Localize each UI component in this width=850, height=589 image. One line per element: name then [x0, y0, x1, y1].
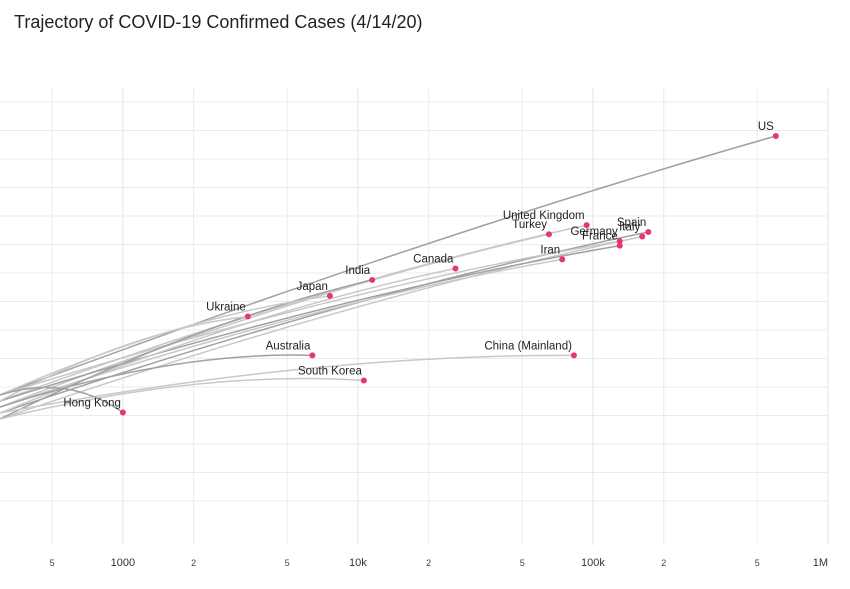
- point-south-korea: [360, 377, 367, 384]
- point-australia: [309, 352, 316, 359]
- point-iran: [559, 256, 566, 263]
- grid-lines: [0, 88, 829, 545]
- trajectory-italy: [0, 235, 643, 420]
- point-ukraine: [244, 313, 251, 320]
- x-tick-label: 10k: [349, 557, 367, 569]
- label-japan: Japan: [297, 281, 328, 293]
- chart-title: Trajectory of COVID-19 Confirmed Cases (…: [14, 12, 423, 32]
- point-united-kingdom: [583, 222, 590, 229]
- x-tick-label: 5: [520, 558, 525, 568]
- trajectory-germany: [0, 240, 620, 396]
- trajectory-south-korea: [0, 377, 364, 420]
- x-tick-label: 5: [285, 558, 290, 568]
- label-us: US: [758, 121, 774, 133]
- point-india: [369, 276, 376, 283]
- label-united-kingdom: United Kingdom: [503, 210, 585, 222]
- country-points: [119, 132, 779, 416]
- point-italy: [639, 233, 646, 240]
- point-canada: [452, 265, 459, 272]
- label-hong-kong: Hong Kong: [63, 397, 121, 409]
- x-tick-label: 1M: [813, 557, 828, 569]
- label-turkey: Turkey: [512, 219, 547, 231]
- label-france: France: [582, 231, 618, 243]
- label-germany: Germany: [570, 226, 618, 238]
- label-ukraine: Ukraine: [206, 302, 246, 314]
- trajectory-hong-kong: [0, 386, 124, 414]
- point-us: [772, 132, 779, 139]
- x-tick-label: 100k: [581, 557, 605, 569]
- label-iran: Iran: [540, 244, 560, 256]
- trajectory-canada: [0, 267, 456, 414]
- label-india: India: [345, 265, 371, 277]
- label-china-mainland: China (Mainland): [484, 340, 572, 352]
- point-spain: [645, 228, 652, 235]
- point-china-mainland: [570, 352, 577, 359]
- trajectory-france: [0, 244, 620, 402]
- point-japan: [326, 292, 333, 299]
- point-turkey: [545, 231, 552, 238]
- point-france: [616, 242, 623, 249]
- x-tick-label: 5: [755, 558, 760, 568]
- x-tick-label: 1000: [111, 557, 135, 569]
- x-axis-ticks: 5 1000 2 5 10k 2 5 100k 2 5 1M: [50, 557, 828, 569]
- label-australia: Australia: [266, 340, 311, 352]
- x-tick-label: 2: [661, 558, 666, 568]
- trajectory-india: [0, 279, 373, 420]
- trajectory-australia: [0, 354, 313, 408]
- trajectory-ukraine: [0, 315, 248, 402]
- trajectory-us: [0, 135, 777, 396]
- trajectory-china-mainland-: [0, 354, 574, 414]
- label-italy: Italy: [619, 222, 640, 234]
- x-tick-label: 2: [191, 558, 196, 568]
- trajectory-lines: [0, 135, 777, 420]
- x-tick-label: 2: [426, 558, 431, 568]
- label-south-korea: South Korea: [298, 365, 363, 377]
- point-germany: [616, 238, 623, 245]
- point-hong-kong: [119, 409, 126, 416]
- x-tick-label: 5: [50, 558, 55, 568]
- label-spain: Spain: [617, 217, 646, 229]
- label-canada: Canada: [413, 254, 454, 266]
